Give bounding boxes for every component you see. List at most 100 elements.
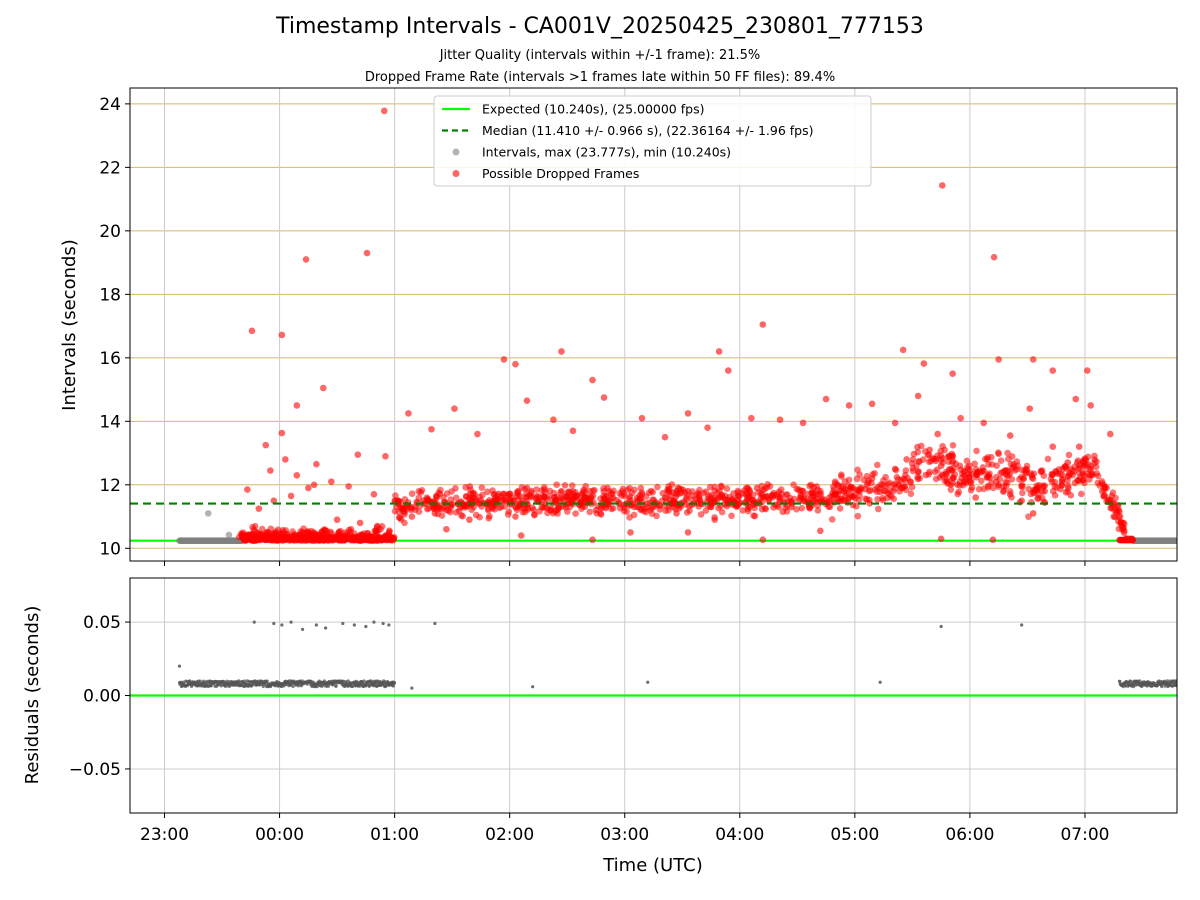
dropped-frame-point	[1076, 464, 1083, 472]
dropped-frame-point	[830, 486, 838, 494]
residual-point	[341, 621, 345, 626]
dropped-frame-point	[397, 503, 404, 511]
dropped-frame-point	[845, 402, 853, 409]
dropped-frame-point	[356, 519, 364, 527]
dropped-frame-point	[873, 488, 881, 496]
dropped-frame-point	[985, 482, 992, 490]
dropped-frame-point	[724, 367, 732, 374]
dropped-frame-point	[572, 510, 579, 517]
dropped-frame-point	[961, 472, 968, 479]
dropped-frame-point	[1064, 473, 1072, 480]
dropped-frame-point	[683, 509, 691, 516]
dropped-frame-point	[310, 481, 318, 489]
residual-point	[433, 621, 437, 626]
dropped-frame-point	[545, 493, 553, 501]
residual-point	[392, 681, 397, 685]
dropped-frame-point	[374, 522, 381, 530]
dropped-frame-point	[347, 525, 355, 533]
dropped-frame-point	[558, 348, 565, 355]
dropped-frame-point	[834, 491, 841, 498]
time-x-tick-label: 02:00	[485, 825, 534, 845]
dropped-frame-point	[1081, 455, 1089, 462]
dropped-frame-point	[910, 450, 918, 458]
intervals-y-tick-label: 12	[99, 476, 121, 496]
dropped-frame-point	[1051, 492, 1059, 499]
dropped-frame-point	[477, 497, 485, 504]
residual-point	[334, 684, 338, 688]
interval-point	[1173, 537, 1177, 544]
residual-point	[410, 686, 414, 690]
dropped-frame-point	[535, 497, 542, 504]
dropped-frame-point	[443, 506, 450, 514]
dropped-frame-point	[909, 467, 917, 475]
dropped-frame-point	[255, 505, 263, 512]
dropped-frame-point	[906, 478, 914, 485]
dropped-frame-point	[420, 497, 427, 504]
dropped-frame-point	[874, 461, 881, 469]
dropped-frame-point	[516, 499, 524, 506]
dropped-frame-point	[1010, 461, 1017, 468]
dropped-frame-point	[297, 528, 304, 535]
dropped-frame-point	[719, 494, 726, 501]
dropped-frame-point	[653, 512, 660, 520]
dropped-frame-point	[993, 462, 1000, 470]
legend-entry-label: Median (11.410 +/- 0.966 s), (22.36164 +…	[482, 123, 813, 138]
dropped-frame-point	[1008, 453, 1016, 460]
dropped-frame-point	[947, 486, 955, 493]
dropped-frame-point	[723, 485, 731, 492]
dropped-frame-point	[759, 486, 767, 494]
dropped-frame-point	[319, 384, 327, 392]
dropped-frame-point	[546, 506, 554, 514]
dropped-frame-point	[328, 478, 335, 485]
dropped-frame-point	[581, 494, 588, 501]
dropped-frame-point	[635, 503, 643, 511]
dropped-frame-point	[452, 494, 460, 502]
residual-point	[291, 684, 295, 689]
dropped-frame-point	[695, 489, 702, 497]
dropped-frame-point	[1059, 471, 1066, 479]
dropped-frame-point	[471, 494, 478, 502]
time-x-axis-label: Time (UTC)	[602, 855, 703, 876]
dropped-frame-point	[762, 505, 770, 513]
dropped-frame-point	[523, 397, 531, 404]
dropped-frame-point	[468, 506, 475, 514]
dropped-frame-point	[908, 483, 916, 491]
dropped-frame-point	[523, 484, 531, 492]
dropped-frame-point	[967, 477, 975, 484]
dropped-frame-point	[496, 504, 503, 512]
dropped-frame-point	[270, 497, 278, 504]
residual-point	[878, 680, 882, 684]
dropped-frame-point	[937, 462, 945, 470]
residual-point	[322, 679, 327, 683]
dropped-frame-point	[747, 414, 755, 422]
legend-entry-label: Intervals, max (23.777s), min (10.240s)	[482, 145, 731, 160]
dropped-frame-point	[551, 493, 558, 501]
dropped-frame-point	[573, 493, 580, 501]
dropped-frame-point	[278, 331, 286, 339]
dropped-frame-point	[1051, 478, 1059, 486]
dropped-frame-point	[287, 492, 295, 500]
dropped-frame-point	[626, 514, 633, 521]
dropped-frame-point	[966, 462, 973, 469]
dropped-frame-point	[323, 527, 330, 535]
dropped-frame-point	[1110, 513, 1118, 520]
dropped-frame-point	[550, 416, 557, 424]
dropped-frame-point	[506, 499, 513, 506]
dropped-frame-point	[274, 526, 282, 533]
dropped-frame-point	[765, 497, 772, 504]
dropped-frame-point	[677, 503, 685, 510]
dropped-frame-point	[489, 503, 496, 511]
dropped-frame-point	[673, 510, 680, 517]
dropped-frame-point	[529, 504, 536, 511]
residual-point	[1123, 684, 1128, 688]
dropped-frame-point	[515, 493, 522, 500]
residual-point	[531, 685, 535, 689]
dropped-frame-point	[954, 490, 962, 498]
dropped-frame-point	[631, 486, 638, 494]
dropped-frame-point	[907, 490, 915, 498]
dropped-frame-point	[697, 511, 705, 518]
dropped-frame-point	[989, 536, 997, 544]
dropped-frame-point	[397, 515, 405, 523]
dropped-frame-point	[798, 504, 806, 512]
residual-point	[362, 679, 366, 683]
